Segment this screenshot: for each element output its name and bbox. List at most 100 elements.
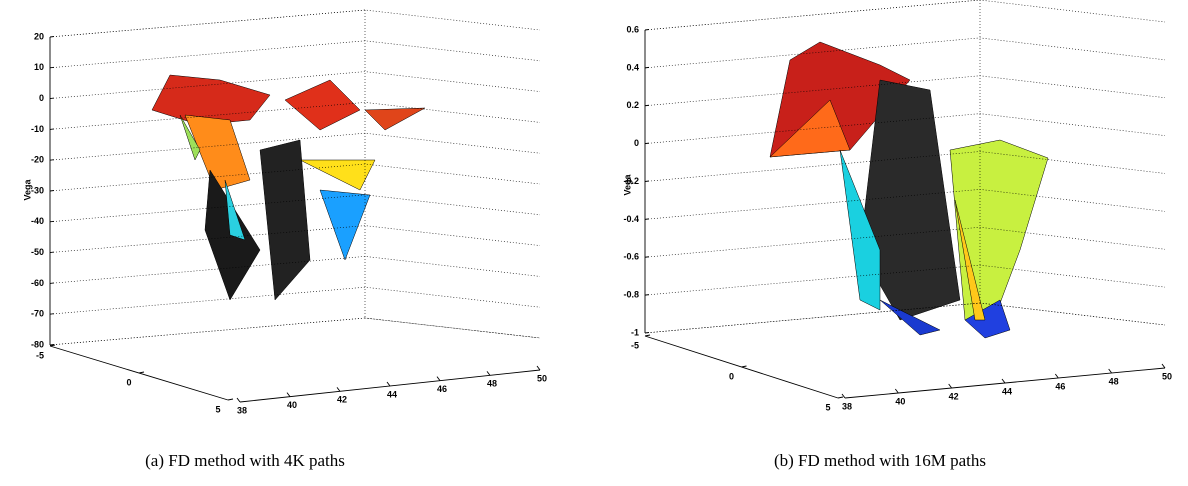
surface-left — [151, 74, 426, 301]
grid-line — [49, 40, 541, 69]
y-tick-label: 42 — [949, 391, 959, 401]
tick-mark — [948, 383, 953, 389]
y-tick-label: 48 — [487, 379, 497, 389]
x-tick-label: -5 — [631, 340, 639, 350]
tick-mark — [644, 29, 650, 31]
tick-mark — [1001, 378, 1006, 384]
tick-mark — [1161, 363, 1166, 369]
grid-line — [644, 151, 1166, 182]
z-tick-label: -1 — [631, 327, 639, 337]
grid-line — [644, 113, 1166, 144]
tick-mark — [644, 142, 650, 145]
grid-line — [49, 317, 541, 346]
z-tick-label: 0.4 — [626, 62, 639, 72]
tick-mark — [644, 218, 650, 220]
tick-mark — [486, 371, 491, 376]
y-tick-label: 50 — [537, 373, 547, 383]
x-tick-label: 5 — [215, 404, 220, 414]
y-tick-label: 40 — [287, 400, 297, 410]
y-tick-label: 38 — [842, 401, 852, 411]
z-tick-label: -50 — [31, 247, 44, 257]
z-tick-label: -0.8 — [623, 290, 639, 300]
y-tick-label: 44 — [1002, 386, 1012, 396]
y-tick-label: 40 — [895, 396, 905, 406]
x-tick-label: 0 — [126, 377, 131, 387]
tick-mark — [49, 66, 55, 69]
caption: (a) FD method with 4K paths — [145, 451, 345, 470]
tick-mark — [49, 36, 55, 38]
grid-line — [644, 226, 1166, 258]
tick-mark — [841, 393, 846, 399]
x-tick-label: -5 — [36, 350, 44, 360]
tick-mark — [49, 220, 55, 223]
tick-mark — [837, 396, 844, 399]
grid-line — [49, 163, 541, 192]
grid-line — [49, 225, 541, 253]
y-tick-label: 48 — [1109, 376, 1119, 386]
x-tick-label: 5 — [825, 402, 830, 412]
tick-mark — [1108, 368, 1113, 374]
tick-mark — [536, 365, 541, 371]
z-tick-label: -0.2 — [623, 176, 639, 186]
z-axis-label: Vega — [22, 178, 32, 200]
z-tick-label: -0.4 — [623, 214, 639, 224]
z-tick-label: 0.2 — [626, 100, 639, 110]
tick-mark — [386, 381, 391, 387]
tick-mark — [286, 392, 291, 397]
tick-mark — [436, 376, 441, 381]
tick-mark — [644, 66, 650, 69]
tick-mark — [49, 128, 55, 130]
tick-mark — [49, 344, 56, 347]
z-tick-label: 0.6 — [626, 24, 639, 34]
z-tick-label: -30 — [31, 185, 44, 195]
grid-line — [49, 71, 541, 99]
z-tick-label: 0 — [39, 93, 44, 103]
grid-line — [644, 302, 1166, 334]
grid-line — [49, 102, 541, 130]
tick-mark — [644, 180, 650, 182]
tick-mark — [644, 256, 650, 258]
box-edge — [49, 317, 366, 346]
x-tick-label: 0 — [729, 371, 734, 381]
tick-mark — [1054, 373, 1059, 379]
y-tick-label: 38 — [237, 405, 247, 415]
z-tick-label: -80 — [31, 339, 44, 349]
tick-mark — [49, 313, 55, 315]
y-tick-label: 42 — [337, 395, 347, 405]
grid-line — [49, 132, 541, 161]
tick-mark — [644, 294, 650, 296]
tick-mark — [236, 397, 241, 403]
y-tick-label: 44 — [387, 389, 397, 399]
box-edge — [49, 9, 366, 38]
z-tick-label: 20 — [34, 31, 44, 41]
grid-line — [644, 0, 1166, 31]
y-tick-label: 46 — [437, 384, 447, 394]
z-tick-label: -10 — [31, 124, 44, 134]
y-tick-label: 50 — [1162, 371, 1172, 381]
tick-mark — [894, 388, 899, 394]
grid-line — [644, 75, 1166, 107]
z-tick-label: -20 — [31, 155, 44, 165]
tick-mark — [644, 334, 651, 337]
tick-mark — [49, 190, 55, 192]
tick-mark — [49, 159, 55, 161]
grid-line — [49, 286, 541, 315]
tick-mark — [227, 398, 234, 401]
tick-mark — [49, 282, 55, 284]
grid-line — [49, 256, 541, 284]
grid-line — [49, 194, 541, 223]
tick-mark — [49, 97, 55, 100]
tick-mark — [138, 371, 145, 374]
grid-line — [644, 189, 1166, 220]
tick-mark — [49, 251, 55, 254]
caption: (b) FD method with 16M paths — [774, 451, 986, 470]
tick-mark — [741, 365, 747, 368]
grid-line — [644, 264, 1166, 296]
tick-mark — [336, 387, 341, 392]
z-tick-label: -0.6 — [623, 252, 639, 262]
z-tick-label: 0 — [634, 138, 639, 148]
z-tick-label: -40 — [31, 216, 44, 226]
z-tick-label: -70 — [31, 309, 44, 319]
tick-mark — [49, 344, 55, 346]
